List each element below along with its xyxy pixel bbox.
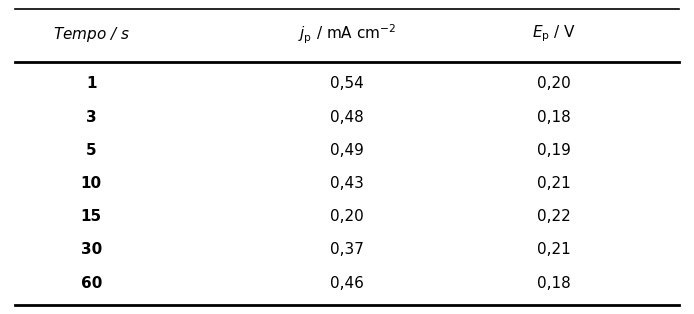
Text: 30: 30 xyxy=(81,242,102,257)
Text: 0,18: 0,18 xyxy=(537,110,571,125)
Text: 0,21: 0,21 xyxy=(537,242,571,257)
Text: 0,20: 0,20 xyxy=(537,76,571,91)
Text: 0,22: 0,22 xyxy=(537,209,571,224)
Text: 1: 1 xyxy=(86,76,96,91)
Text: 0,46: 0,46 xyxy=(330,276,364,290)
Text: 3: 3 xyxy=(86,110,96,125)
Text: 5: 5 xyxy=(86,143,96,158)
Text: 0,54: 0,54 xyxy=(330,76,364,91)
Text: 0,43: 0,43 xyxy=(330,176,364,191)
Text: 0,49: 0,49 xyxy=(330,143,364,158)
Text: 0,48: 0,48 xyxy=(330,110,364,125)
Text: 10: 10 xyxy=(81,176,102,191)
Text: $\it{j}_{\mathrm{p}}$ / mA cm$^{-2}$: $\it{j}_{\mathrm{p}}$ / mA cm$^{-2}$ xyxy=(298,22,396,46)
Text: 60: 60 xyxy=(81,276,102,290)
Text: $\it{Tempo}$ / s: $\it{Tempo}$ / s xyxy=(53,24,130,44)
Text: 0,37: 0,37 xyxy=(330,242,364,257)
Text: 0,20: 0,20 xyxy=(330,209,364,224)
Text: 0,18: 0,18 xyxy=(537,276,571,290)
Text: 0,19: 0,19 xyxy=(537,143,571,158)
Text: $\it{E}_{\mathrm{p}}$ / V: $\it{E}_{\mathrm{p}}$ / V xyxy=(532,24,577,44)
Text: 15: 15 xyxy=(81,209,102,224)
Text: 0,21: 0,21 xyxy=(537,176,571,191)
